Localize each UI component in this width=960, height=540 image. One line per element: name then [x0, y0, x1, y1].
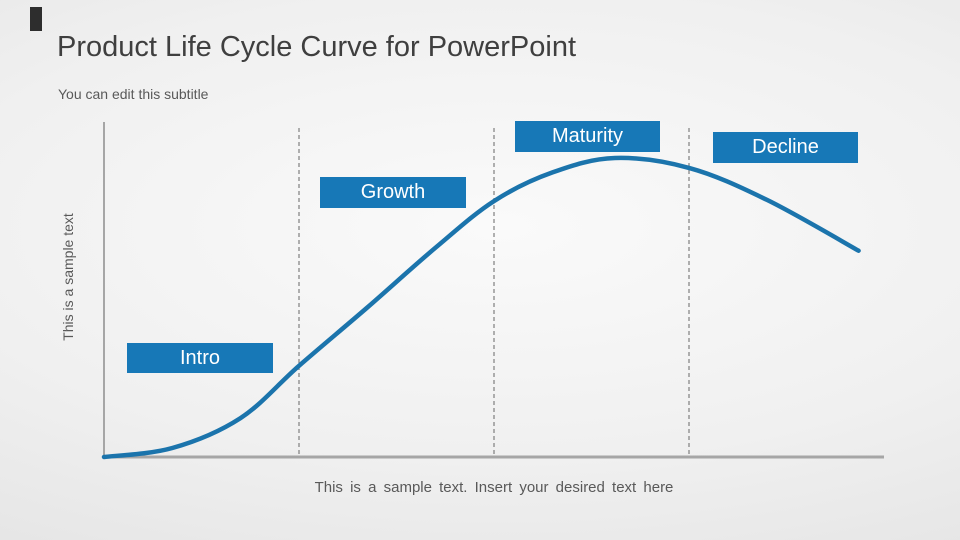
phase-label-decline: Decline — [713, 132, 858, 163]
phase-label-maturity: Maturity — [515, 121, 660, 152]
phase-label-intro: Intro — [127, 343, 273, 373]
slide-subtitle: You can edit this subtitle — [58, 86, 209, 102]
accent-bar — [30, 7, 42, 31]
y-axis-label: This is a sample text — [60, 213, 76, 341]
x-axis-caption: This is a sample text. Insert your desir… — [314, 479, 674, 496]
lifecycle-curve — [101, 155, 861, 460]
phase-label-growth: Growth — [320, 177, 466, 208]
slide-title: Product Life Cycle Curve for PowerPoint — [57, 31, 576, 63]
